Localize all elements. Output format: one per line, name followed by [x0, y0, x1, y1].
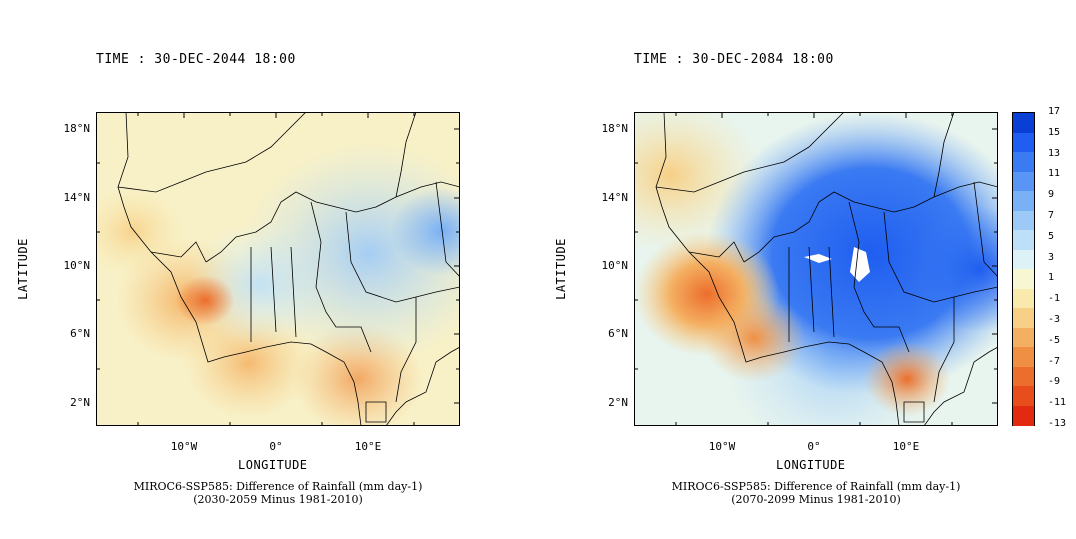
- lon-tick-label: 0°: [269, 440, 283, 453]
- colorbar-labels: 17 15 13 11 9 7 5 3 1 -1 -3 -5 -7 -9 -11 -13: [1040, 104, 1076, 434]
- lat-tick-label: 6°N: [70, 327, 90, 340]
- lon-tick-label: 0°: [807, 440, 821, 453]
- colorbar-swatch: [1013, 288, 1034, 309]
- caption-line1: MIROC6-SSP585: Difference of Rainfall (m…: [671, 480, 961, 493]
- x-axis-title-left: LONGITUDE: [238, 458, 308, 472]
- y-axis-title-left: LATITUDE: [15, 238, 30, 300]
- colorbar-label: 7: [1048, 210, 1055, 221]
- colorbar-label: -1: [1048, 293, 1061, 305]
- lon-tick-label: 10°W: [708, 440, 736, 453]
- lat-tick-label: 18°N: [601, 122, 629, 135]
- caption-line2: (2030-2059 Minus 1981-2010): [193, 493, 363, 506]
- time-label-right: TIME : 30-DEC-2084 18:00: [634, 52, 834, 67]
- caption-right: MIROC6-SSP585: Difference of Rainfall (m…: [634, 480, 998, 506]
- time-label-left: TIME : 30-DEC-2044 18:00: [96, 52, 296, 67]
- colorbar-label: 13: [1048, 147, 1061, 159]
- colorbar-swatch: [1013, 171, 1034, 192]
- rainfall-map-left: [96, 112, 460, 426]
- lat-tick-label: 2°N: [70, 396, 90, 409]
- y-axis-title-right: LATITUDE: [553, 238, 568, 300]
- lat-tick-label: 14°N: [63, 191, 91, 204]
- lon-tick-label: 10°E: [354, 440, 382, 453]
- colorbar-swatch: [1013, 152, 1034, 172]
- caption-left: MIROC6-SSP585: Difference of Rainfall (m…: [96, 480, 460, 506]
- colorbar-label: 1: [1048, 272, 1055, 284]
- colorbar-swatch: [1013, 113, 1034, 133]
- colorbar-swatch: [1013, 269, 1034, 289]
- colorbar-label: 3: [1048, 251, 1055, 263]
- colorbar-swatch: [1013, 308, 1034, 328]
- caption-line1: MIROC6-SSP585: Difference of Rainfall (m…: [133, 480, 423, 493]
- lon-tick-label: 10°E: [892, 440, 920, 453]
- colorbar-swatch: [1013, 191, 1034, 211]
- colorbar-swatch: [1013, 230, 1034, 250]
- colorbar-swatch: [1013, 327, 1034, 348]
- lat-tick-label: 18°N: [63, 122, 91, 135]
- colorbar-swatch: [1013, 347, 1034, 367]
- colorbar-swatch: [1013, 366, 1034, 387]
- colorbar-swatch: [1013, 386, 1034, 406]
- lat-tick-label: 10°N: [63, 259, 91, 272]
- colorbar-swatch: [1013, 249, 1034, 270]
- lat-tick-label: 6°N: [608, 327, 628, 340]
- colorbar-label: -5: [1048, 334, 1061, 346]
- lat-tick-label: 2°N: [608, 396, 628, 409]
- colorbar-label: -3: [1048, 314, 1061, 325]
- lon-tick-label: 10°W: [170, 440, 198, 453]
- colorbar: [1012, 112, 1035, 426]
- colorbar-label: 9: [1048, 189, 1055, 201]
- colorbar-label: 5: [1048, 230, 1055, 242]
- lat-tick-label: 14°N: [601, 191, 629, 204]
- colorbar-label: 17: [1048, 106, 1061, 117]
- colorbar-swatch: [1013, 132, 1034, 153]
- colorbar-label: 15: [1048, 126, 1061, 138]
- colorbar-label: -11: [1048, 397, 1067, 409]
- rainfall-map-right: [634, 112, 998, 426]
- x-axis-title-right: LONGITUDE: [776, 458, 846, 472]
- colorbar-swatch: [1013, 210, 1034, 231]
- colorbar-label: -7: [1048, 355, 1061, 367]
- colorbar-label: -13: [1048, 418, 1067, 429]
- lat-tick-label: 10°N: [601, 259, 629, 272]
- caption-line2: (2070-2099 Minus 1981-2010): [731, 493, 901, 506]
- colorbar-label: 11: [1048, 168, 1061, 180]
- colorbar-label: -9: [1048, 376, 1061, 388]
- colorbar-swatch: [1013, 405, 1034, 426]
